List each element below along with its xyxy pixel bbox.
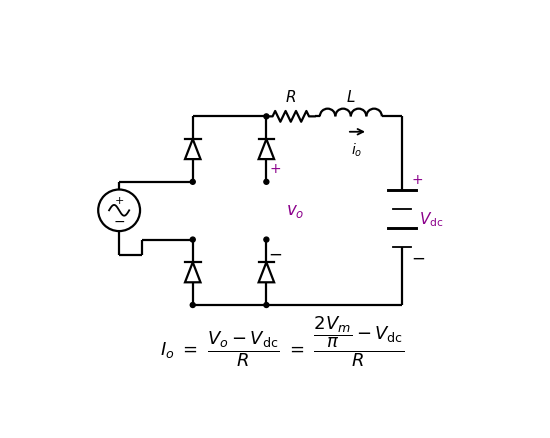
Circle shape: [264, 180, 269, 185]
Text: −: −: [411, 250, 425, 268]
Text: −: −: [269, 245, 283, 263]
Circle shape: [190, 303, 195, 308]
Text: +: +: [270, 162, 282, 176]
Text: $I_o \ = \ \dfrac{V_o - V_{\mathrm{dc}}}{R} \ = \ \dfrac{\dfrac{2V_m}{\pi} - V_{: $I_o \ = \ \dfrac{V_o - V_{\mathrm{dc}}}…: [160, 314, 404, 368]
Text: $R$: $R$: [285, 89, 296, 105]
Circle shape: [264, 237, 269, 243]
Text: $V_{\mathrm{dc}}$: $V_{\mathrm{dc}}$: [419, 209, 443, 228]
Circle shape: [190, 180, 195, 185]
Text: +: +: [114, 195, 124, 205]
Text: $v_o$: $v_o$: [286, 203, 304, 220]
Circle shape: [264, 115, 269, 120]
Text: $L$: $L$: [346, 89, 356, 105]
Text: −: −: [113, 215, 125, 229]
Circle shape: [264, 303, 269, 308]
Text: +: +: [411, 172, 423, 186]
Text: $i_o$: $i_o$: [351, 141, 363, 159]
Circle shape: [190, 237, 195, 243]
